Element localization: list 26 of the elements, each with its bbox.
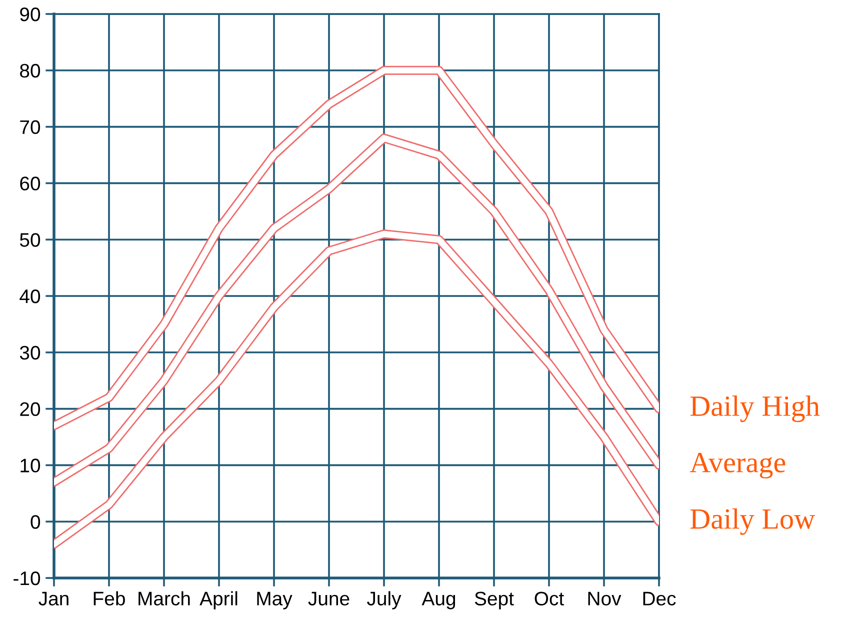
series-label: Daily Low (690, 508, 815, 535)
x-tick-label: Jan (38, 592, 68, 606)
y-tick-label: 60 (20, 176, 40, 190)
x-tick-label: Aug (422, 592, 456, 610)
x-tick-label: March (138, 591, 190, 606)
x-tick-label: Sept (474, 592, 514, 610)
x-tick-label: June (308, 592, 350, 606)
y-tick-label: 90 (20, 7, 40, 22)
y-tick-label: 70 (20, 120, 40, 134)
y-tick-label: 0 (30, 515, 40, 529)
x-tick-label: Oct (534, 592, 564, 606)
y-tick-label: 10 (20, 458, 40, 472)
y-tick-label: 40 (20, 289, 40, 304)
series-label: Average (690, 452, 786, 478)
y-tick-label: 30 (20, 346, 40, 360)
x-tick-label: Dec (643, 592, 676, 606)
x-tick-label: July (367, 591, 402, 610)
series-label: Daily High (690, 396, 820, 422)
y-tick-label: -10 (14, 571, 40, 586)
x-tick-label: April (200, 591, 238, 610)
y-tick-label: 80 (20, 64, 40, 78)
y-tick-label: 20 (20, 402, 40, 416)
x-tick-label: Nov (588, 592, 622, 606)
x-tick-label: May (257, 592, 292, 610)
x-tick-label: Feb (94, 591, 125, 606)
y-tick-label: 50 (20, 233, 40, 247)
